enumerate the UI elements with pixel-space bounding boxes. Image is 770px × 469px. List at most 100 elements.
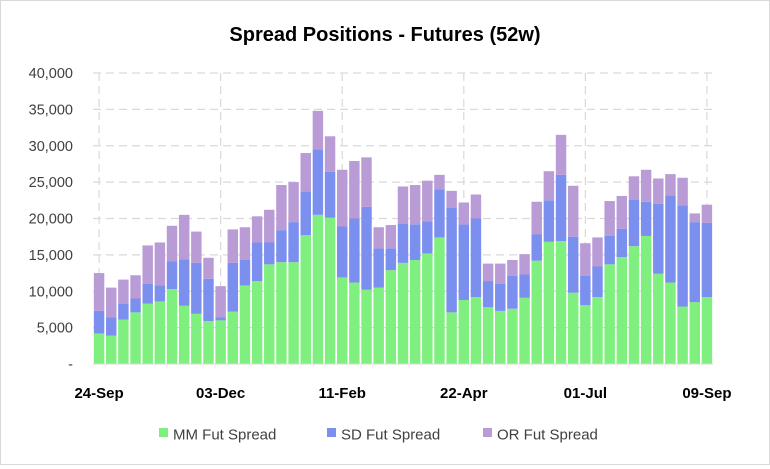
bar-segment-mm — [142, 303, 153, 364]
bar-segment-mm — [385, 270, 397, 364]
bar-segment-sd — [555, 174, 567, 242]
bar-segment-or — [106, 287, 117, 318]
bar-segment-mm — [130, 312, 141, 364]
bar-segment-sd — [300, 191, 311, 236]
bar-segment-mm — [580, 305, 591, 364]
bar-segment-mm — [519, 297, 530, 364]
bar-segment-mm — [166, 289, 178, 364]
bar-segment-mm — [361, 289, 372, 364]
bar-segment-mm — [653, 273, 664, 364]
bar-segment-sd — [118, 303, 129, 320]
bar-segment-mm — [191, 313, 202, 364]
bar-segment-mm — [373, 287, 384, 364]
bar-segment-sd — [142, 283, 153, 304]
bar-segment-or — [373, 227, 384, 249]
bar-segment-mm — [300, 235, 311, 364]
bar-segment-or — [142, 245, 153, 284]
bar-segment-or — [555, 134, 567, 175]
x-tick-label: 09-Sep — [682, 385, 731, 402]
bar-segment-mm — [118, 319, 129, 364]
bar-segment-or — [434, 174, 445, 190]
bar-segment-sd — [543, 200, 555, 242]
legend-swatch-or — [483, 428, 492, 437]
bar-segment-mm — [203, 321, 214, 364]
bar-segment-or — [592, 237, 603, 267]
bar-segment-sd — [215, 317, 226, 321]
bar-segment-mm — [604, 264, 615, 364]
bar-segment-mm — [312, 214, 324, 364]
x-tick-label: 01-Jul — [564, 385, 607, 402]
x-tick-label: 11-Feb — [318, 385, 366, 402]
bar-segment-mm — [397, 262, 409, 364]
bar-segment-mm — [555, 241, 567, 364]
bar-segment-or — [191, 231, 202, 263]
bar-segment-sd — [495, 283, 506, 311]
bar-segment-mm — [239, 285, 251, 364]
bar-segment-mm — [324, 217, 336, 364]
bar-segment-mm — [628, 246, 640, 364]
axes: - 5,000 10,000 15,000 20,000 25,000 30,000 35,0… — [29, 66, 732, 402]
bar-segment-or — [385, 225, 397, 249]
bar-segment-sd — [361, 206, 372, 290]
bar-segment-or — [203, 257, 214, 279]
bar-segment-mm — [422, 253, 433, 364]
bar-segment-sd — [580, 275, 591, 306]
y-tick-label: 10,000 — [29, 284, 73, 300]
bar-segment-mm — [251, 281, 263, 364]
bar-segment-sd — [507, 275, 518, 309]
x-tick-label: 24-Sep — [74, 385, 123, 402]
bar-segment-sd — [264, 242, 275, 265]
bar-segment-sd — [677, 205, 688, 307]
bar-segment-sd — [385, 248, 397, 271]
bar-segment-mm — [592, 297, 603, 364]
y-tick-label: 25,000 — [29, 175, 73, 191]
bar-segment-or — [118, 279, 129, 304]
bar-segment-or — [227, 229, 239, 263]
bar-segment-mm — [531, 260, 542, 364]
bar-segment-or — [349, 161, 360, 219]
bar-segment-or — [482, 263, 494, 282]
bar-segment-or — [567, 185, 579, 237]
bar-segment-or — [397, 186, 409, 224]
bar-segment-sd — [130, 298, 141, 313]
bar-segment-or — [361, 157, 372, 207]
bar-segment-sd — [422, 221, 433, 254]
bar-segment-mm — [446, 312, 457, 364]
bar-segment-sd — [203, 278, 214, 322]
bar-segment-sd — [288, 222, 299, 263]
legend-swatch-mm — [159, 428, 168, 437]
bar-segment-sd — [640, 201, 652, 236]
bar-segment-or — [543, 171, 555, 201]
bar-segment-or — [470, 194, 482, 219]
bar-segment-sd — [470, 218, 482, 298]
legend-label-sd: SD Fut Spread — [341, 427, 440, 444]
bar-segment-sd — [628, 199, 640, 247]
bar-segment-or — [154, 242, 166, 286]
bar-segment-sd — [604, 235, 615, 265]
bars — [93, 110, 713, 364]
bar-segment-or — [689, 213, 700, 223]
bar-segment-sd — [349, 218, 360, 283]
bar-segment-sd — [373, 248, 384, 288]
legend: MM Fut Spread SD Fut Spread OR Fut Spread — [159, 427, 598, 444]
bar-segment-sd — [312, 149, 324, 215]
bar-segment-mm — [701, 297, 713, 364]
bar-segment-mm — [178, 305, 190, 364]
bar-segment-sd — [106, 317, 117, 336]
bar-segment-mm — [349, 282, 360, 364]
y-tick-label: 40,000 — [29, 66, 73, 82]
bar-segment-or — [458, 202, 470, 225]
y-tick-label: 30,000 — [29, 139, 73, 155]
bar-segment-mm — [567, 292, 579, 364]
legend-label-mm: MM Fut Spread — [173, 427, 276, 444]
bar-segment-or — [531, 201, 542, 235]
bar-segment-mm — [543, 241, 555, 364]
bar-segment-mm — [215, 320, 226, 364]
bar-segment-or — [507, 259, 518, 276]
bar-segment-or — [336, 169, 348, 227]
bar-segment-mm — [616, 257, 628, 364]
bar-segment-or — [251, 216, 263, 243]
bar-segment-or — [324, 136, 336, 172]
